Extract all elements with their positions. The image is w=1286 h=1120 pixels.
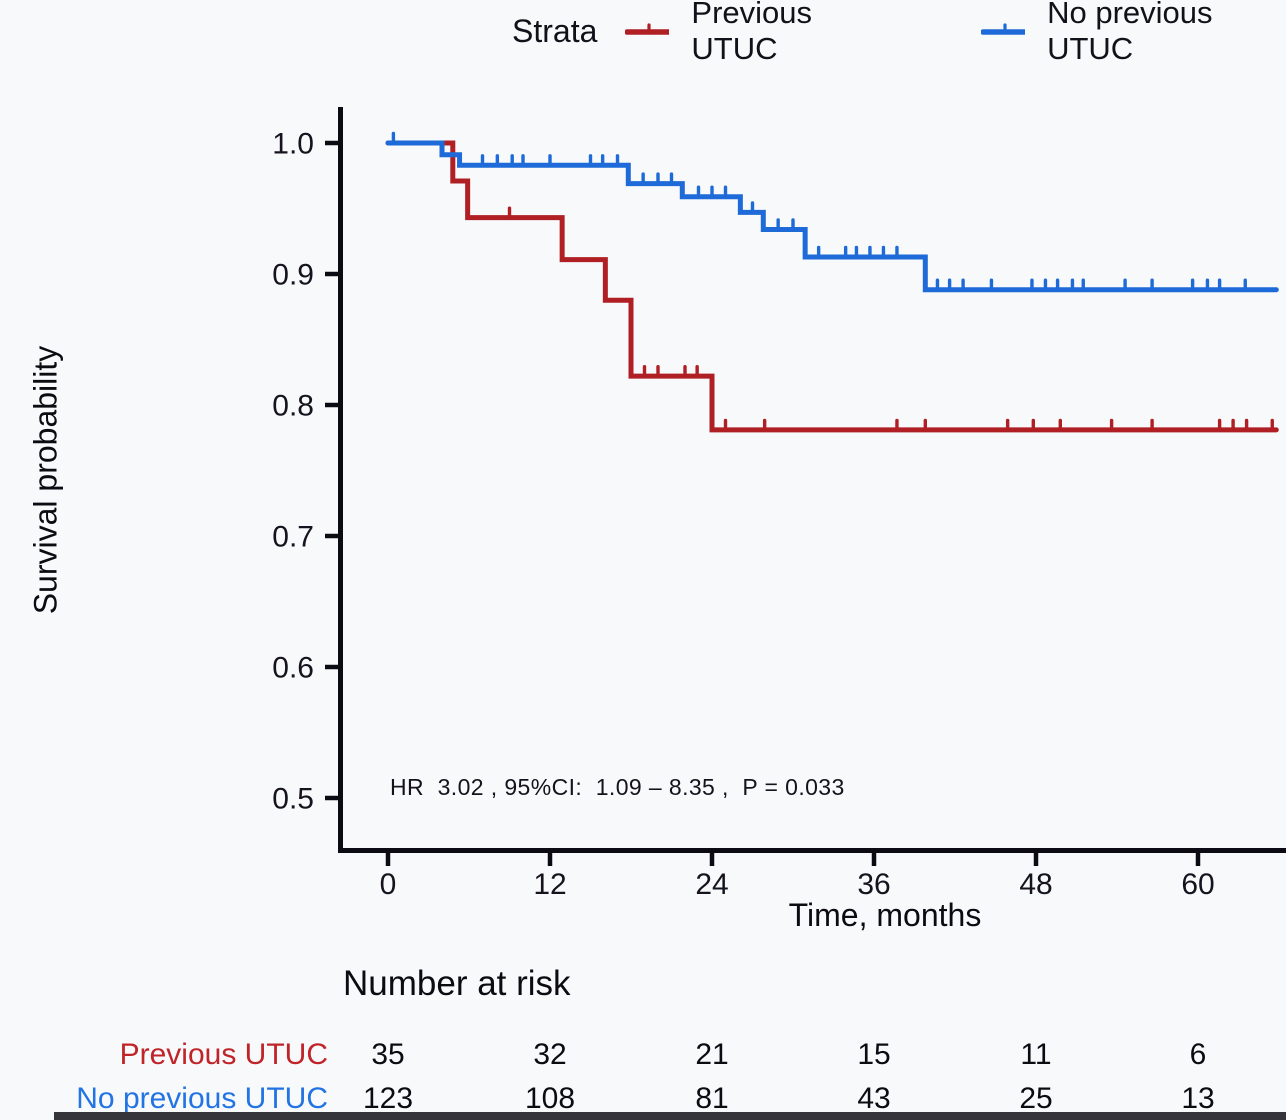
y-tick-label: 0.8 <box>272 390 314 423</box>
x-axis-title: Time, months <box>788 897 982 933</box>
risk-row-label-no-previous-utuc: No previous UTUC <box>76 1082 328 1115</box>
risk-value: 21 <box>695 1038 729 1071</box>
risk-value: 123 <box>362 1082 414 1115</box>
risk-value: 81 <box>695 1082 729 1115</box>
legend-item-label: No previous UTUC <box>1047 0 1213 66</box>
risk-value: 32 <box>533 1038 567 1071</box>
risk-value: 108 <box>524 1082 576 1115</box>
x-tick-label: 24 <box>695 868 728 901</box>
risk-table-axis-strip <box>54 1112 1286 1120</box>
legend-line-marker-icon <box>981 23 1026 35</box>
risk-value: 13 <box>1181 1082 1215 1115</box>
risk-value: 43 <box>857 1082 891 1115</box>
survival-curve-previous-utuc <box>385 140 1279 433</box>
risk-table-title: Number at risk <box>343 964 571 1003</box>
risk-value: 25 <box>1019 1082 1053 1115</box>
risk-value: 35 <box>371 1038 405 1071</box>
legend: Strata Previous UTUC No previous UTUC <box>512 0 1286 66</box>
x-tick-label: 36 <box>857 868 890 901</box>
y-axis-title: Survival probability <box>27 345 64 615</box>
y-tick-label: 0.6 <box>272 652 314 685</box>
legend-title: Strata <box>512 12 598 49</box>
x-tick-label: 0 <box>380 868 397 901</box>
y-tick-label: 0.7 <box>272 521 314 554</box>
x-tick-label: 12 <box>533 868 566 901</box>
risk-value: 15 <box>857 1038 891 1071</box>
legend-item-previous-utuc: Previous UTUC <box>625 0 889 67</box>
x-tick-label: 48 <box>1019 868 1052 901</box>
risk-row-label-previous-utuc: Previous UTUC <box>119 1038 328 1071</box>
y-tick-label: 1.0 <box>272 128 314 161</box>
legend-item-label: Previous UTUC <box>691 0 813 66</box>
legend-line-marker-icon <box>625 23 670 35</box>
legend-items: Previous UTUC No previous UTUC <box>625 0 1286 67</box>
x-tick-label: 60 <box>1181 868 1214 901</box>
y-tick-label: 0.9 <box>272 259 314 292</box>
legend-item-no-previous-utuc: No previous UTUC <box>981 0 1286 67</box>
risk-value: 11 <box>1020 1038 1052 1071</box>
y-tick-label: 0.5 <box>272 783 314 816</box>
risk-value: 6 <box>1189 1038 1207 1071</box>
hr-annotation: HR 3.02 , 95%CI: 1.09 – 8.35 , P = 0.033 <box>390 774 845 800</box>
